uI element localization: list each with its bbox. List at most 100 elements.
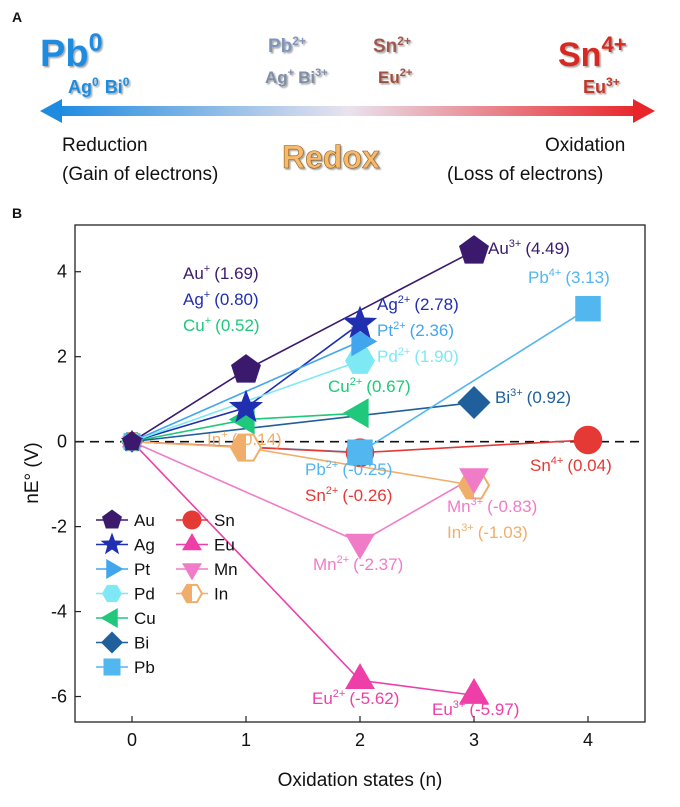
annotation-pb: Pb4+ (3.13)	[528, 267, 610, 287]
annotation-cu: Cu+ (0.52)	[183, 315, 260, 335]
y-tick-label: -4	[51, 602, 67, 622]
legend-label: Pt	[134, 560, 150, 579]
legend-marker-sn	[182, 510, 202, 530]
legend-label: Au	[134, 511, 155, 530]
y-tick-label: -6	[51, 687, 67, 707]
ag-bi3-label: Ag+ Bi3+	[265, 67, 328, 87]
data-point-pt	[351, 326, 378, 357]
x-tick-label: 4	[583, 730, 593, 750]
x-tick-label: 0	[127, 730, 137, 750]
legend-marker-pb	[103, 658, 121, 676]
pb2-label: Pb2+	[268, 34, 306, 57]
data-point-ag	[228, 389, 264, 423]
y-axis-label: nE° (V)	[22, 442, 43, 503]
annotation-in: In3+ (-1.03)	[447, 522, 528, 542]
annotation-sn: Sn2+ (-0.26)	[305, 485, 392, 505]
legend-marker-ag	[100, 532, 124, 555]
legend-entry-in: In	[176, 583, 228, 604]
legend-label: Pd	[134, 585, 155, 604]
ag0-bi0-label: Ag0 Bi0	[68, 75, 130, 97]
x-axis-label: Oxidation states (n)	[278, 770, 443, 791]
sn4-label: Sn4+	[558, 32, 627, 74]
chart-plot-area: 0 1 2 3 4 -6 -4 -2 0 2 4 Au+ (1.69) Ag+ (0.80) Cu+ (0.…	[51, 224, 646, 750]
x-tick-label: 1	[241, 730, 251, 750]
pb0-label: Pb0	[40, 29, 102, 75]
annotation-au: Au3+ (4.49)	[488, 238, 570, 258]
data-point-pb	[575, 295, 601, 322]
legend-entry-cu: Cu	[96, 608, 156, 628]
data-point-au	[231, 354, 261, 383]
annotation-mn: Mn3+ (-0.83)	[447, 496, 537, 516]
annotation-pt: Pt2+ (2.36)	[377, 320, 454, 340]
series-line-bi	[131, 401, 475, 443]
x-axis-ticks: 0 1 2 3 4	[127, 716, 593, 750]
annotation-in: In+ (-0.14)	[207, 429, 282, 449]
legend-label: Cu	[134, 609, 156, 628]
legend-label: Bi	[134, 634, 149, 653]
data-point-mn	[345, 533, 375, 560]
y-axis-ticks: -6 -4 -2 0 2 4	[51, 262, 81, 707]
legend-marker-in	[180, 583, 204, 604]
legend-entry-ag: Ag	[96, 532, 155, 555]
legend-marker-cu	[100, 608, 118, 628]
annotation-pd: Pd2+ (1.90)	[377, 346, 459, 366]
legend-label: Eu	[214, 536, 235, 555]
legend-entry-pd: Pd	[96, 585, 155, 604]
data-point-eu	[459, 677, 489, 704]
legend-label: Mn	[214, 560, 238, 579]
x-tick-label: 2	[355, 730, 365, 750]
panel-a-label: A	[12, 9, 22, 25]
y-tick-label: 4	[57, 262, 67, 282]
data-point-pd	[345, 347, 375, 374]
annotation-ag: Ag2+ (2.78)	[377, 294, 459, 314]
annotation-bi: Bi3+ (0.92)	[495, 387, 571, 407]
panel-b-label: B	[12, 205, 22, 221]
annotation-au: Au+ (1.69)	[183, 263, 259, 283]
y-tick-label: 2	[57, 347, 67, 367]
series-markers	[120, 235, 603, 704]
data-point-in	[229, 433, 263, 462]
data-point-bi	[457, 386, 491, 420]
data-point-au	[122, 431, 142, 451]
annotation-pb: Pb2+ (-0.25)	[305, 459, 392, 479]
data-point-cu	[342, 398, 369, 429]
data-point-eu	[345, 663, 375, 689]
legend-entry-au: Au	[96, 509, 155, 530]
legend-entry-eu: Eu	[176, 533, 235, 555]
data-point-pb	[347, 439, 373, 466]
panel-a: A Pb0 Ag0 Bi0 Pb2+ Ag+ Bi3+ Sn2+ Eu2+ Sn4+…	[12, 9, 655, 185]
redox-title: Redox	[282, 139, 380, 175]
data-point-au	[459, 235, 489, 264]
annotation-sn: Sn4+ (0.04)	[530, 455, 612, 475]
legend-label: Sn	[214, 511, 235, 530]
reduction-caption: Reduction	[62, 135, 148, 156]
redox-arrow	[40, 99, 655, 123]
gain-of-electrons-caption: (Gain of electrons)	[62, 164, 218, 185]
data-annotations: Au+ (1.69) Ag+ (0.80) Cu+ (0.52) Au3+ (4.49) Pb4…	[183, 238, 612, 719]
legend-marker-eu	[182, 533, 202, 551]
legend-marker-mn	[182, 563, 202, 581]
annotation-mn: Mn2+ (-2.37)	[313, 554, 403, 574]
loss-of-electrons-caption: (Loss of electrons)	[447, 164, 603, 185]
annotation-cu: Cu2+ (0.67)	[328, 376, 411, 396]
legend: Au Ag Pt Pd Cu Bi Pb Sn Eu Mn In	[96, 509, 238, 677]
legend-entry-pt: Pt	[96, 559, 150, 579]
legend-marker-pd	[102, 584, 122, 603]
legend-entry-sn: Sn	[176, 510, 235, 530]
data-point-sn	[573, 425, 603, 455]
legend-label: In	[214, 585, 228, 604]
legend-entry-pb: Pb	[96, 658, 155, 677]
sn2-label: Sn2+	[373, 34, 411, 57]
data-point-ag	[342, 305, 378, 339]
legend-marker-bi	[101, 631, 123, 654]
y-tick-label: -2	[51, 517, 67, 537]
annotation-eu: Eu3+ (-5.97)	[432, 699, 519, 719]
y-tick-label: 0	[57, 432, 67, 452]
data-point-mn	[459, 468, 489, 495]
annotation-eu: Eu2+ (-5.62)	[312, 688, 399, 708]
oxidation-caption: Oxidation	[545, 135, 625, 156]
eu2-label: Eu2+	[378, 67, 412, 87]
legend-entry-bi: Bi	[96, 631, 149, 654]
legend-label: Ag	[134, 536, 155, 555]
